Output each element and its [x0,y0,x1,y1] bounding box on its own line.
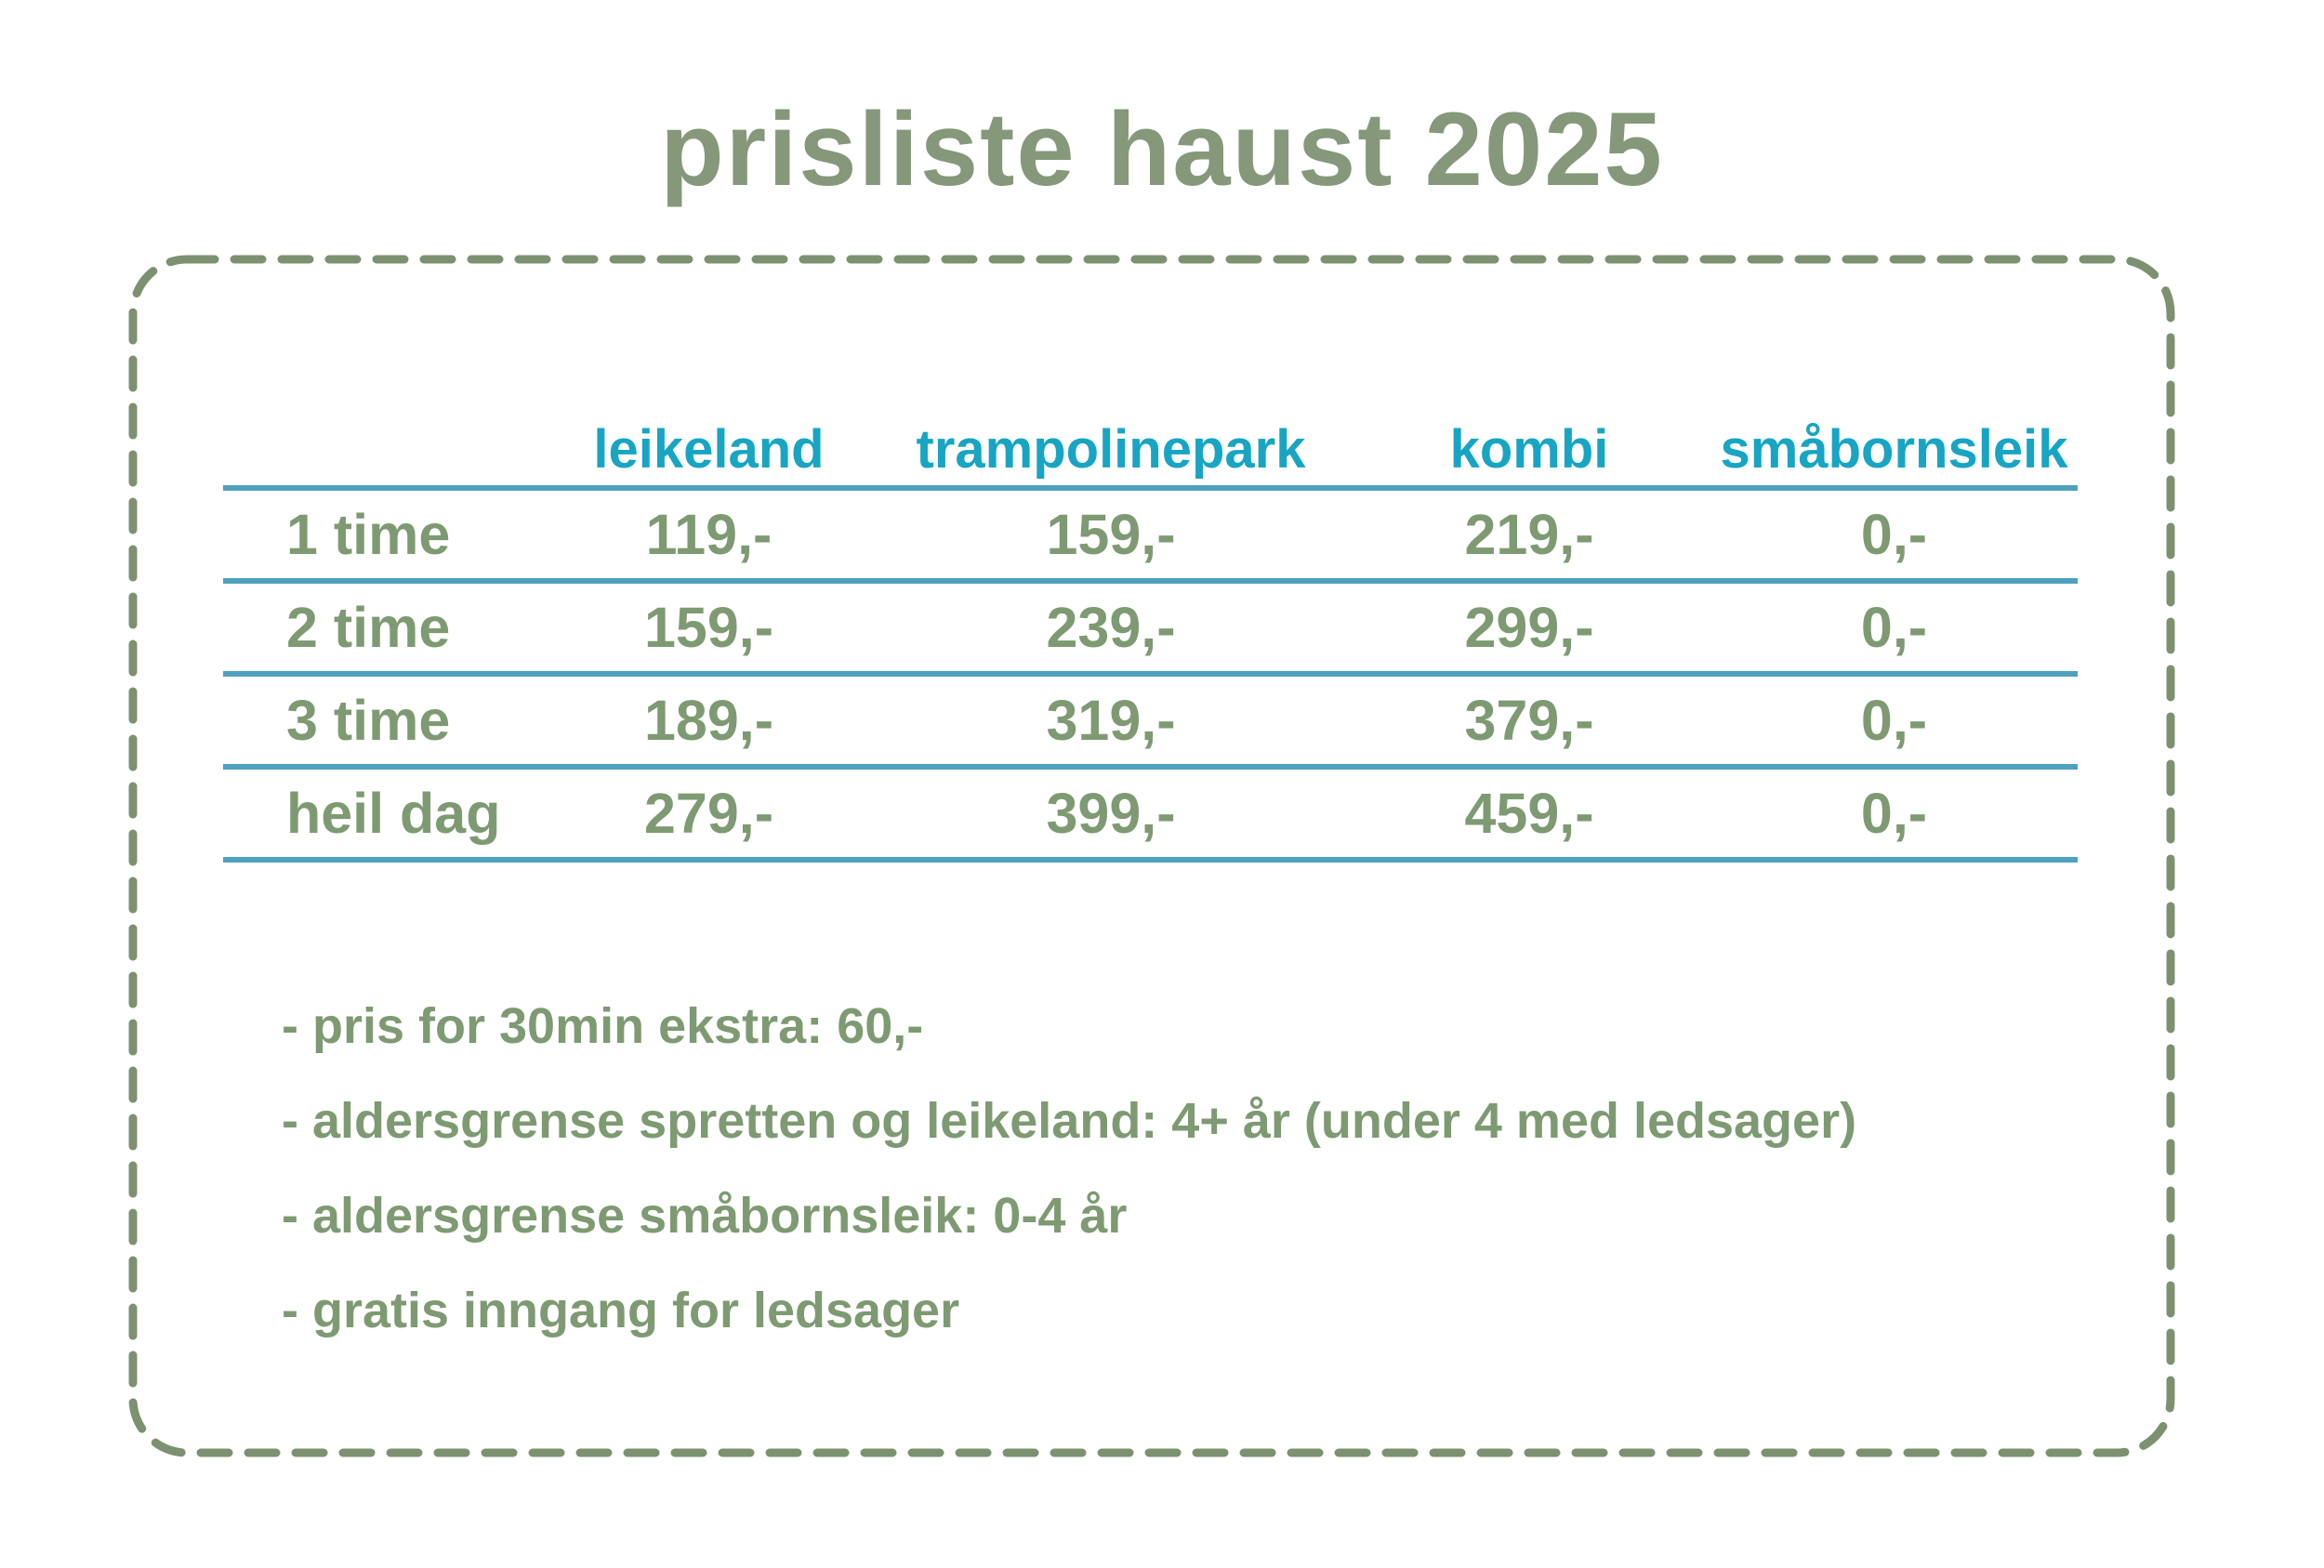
note-line: - pris for 30min ekstra: 60,- [282,998,924,1054]
price-cell: 319,- [1046,689,1176,752]
price-cell: 119,- [645,503,772,566]
price-cell: 0,- [1860,689,1928,752]
price-cell: 459,- [1464,782,1594,845]
notes-list: - pris for 30min ekstra: 60,- - aldersgr… [282,979,1856,1358]
table-row: 2 time 159,- 239,- 299,- 0,- [223,584,2078,677]
price-cell: 159,- [643,596,774,659]
price-cell: 279,- [643,782,774,845]
note-line: - aldersgrense spretten og leikeland: 4+… [282,1093,1857,1149]
column-header-smabornsleik: småbornsleik [1720,419,2068,480]
table-header-row: leikeland trampolinepark kombi småbornsl… [223,423,2078,491]
row-label: 1 time [286,503,451,566]
row-label: 3 time [286,689,451,752]
table-row: heil dag 279,- 399,- 459,- 0,- [223,770,2078,863]
price-cell: 399,- [1046,782,1176,845]
price-cell: 379,- [1464,689,1594,752]
price-cell: 219,- [1464,503,1594,566]
price-cell: 0,- [1860,596,1928,659]
row-label: heil dag [286,782,501,845]
price-cell: 299,- [1464,596,1594,659]
table-row: 3 time 189,- 319,- 379,- 0,- [223,677,2078,770]
dashed-border-rect [128,255,2175,1457]
price-cell: 0,- [1860,782,1928,845]
dashed-border [128,255,2175,1457]
price-table: leikeland trampolinepark kombi småbornsl… [223,423,2078,863]
note-line: - gratis inngang for ledsager [282,1283,960,1338]
price-cell: 0,- [1860,503,1928,566]
column-header-kombi: kombi [1449,419,1609,480]
price-cell: 189,- [643,689,774,752]
table-row: 1 time 119,- 159,- 219,- 0,- [223,491,2078,584]
price-cell: 159,- [1046,503,1176,566]
row-label: 2 time [286,596,451,659]
header-spacer [223,477,544,486]
note-line: - aldersgrense småbornsleik: 0-4 år [282,1188,1128,1244]
price-cell: 239,- [1046,596,1176,659]
page-title: prisliste haust 2025 [660,91,1664,207]
column-header-trampolinepark: trampolinepark [916,419,1306,480]
column-header-leikeland: leikeland [593,419,825,480]
